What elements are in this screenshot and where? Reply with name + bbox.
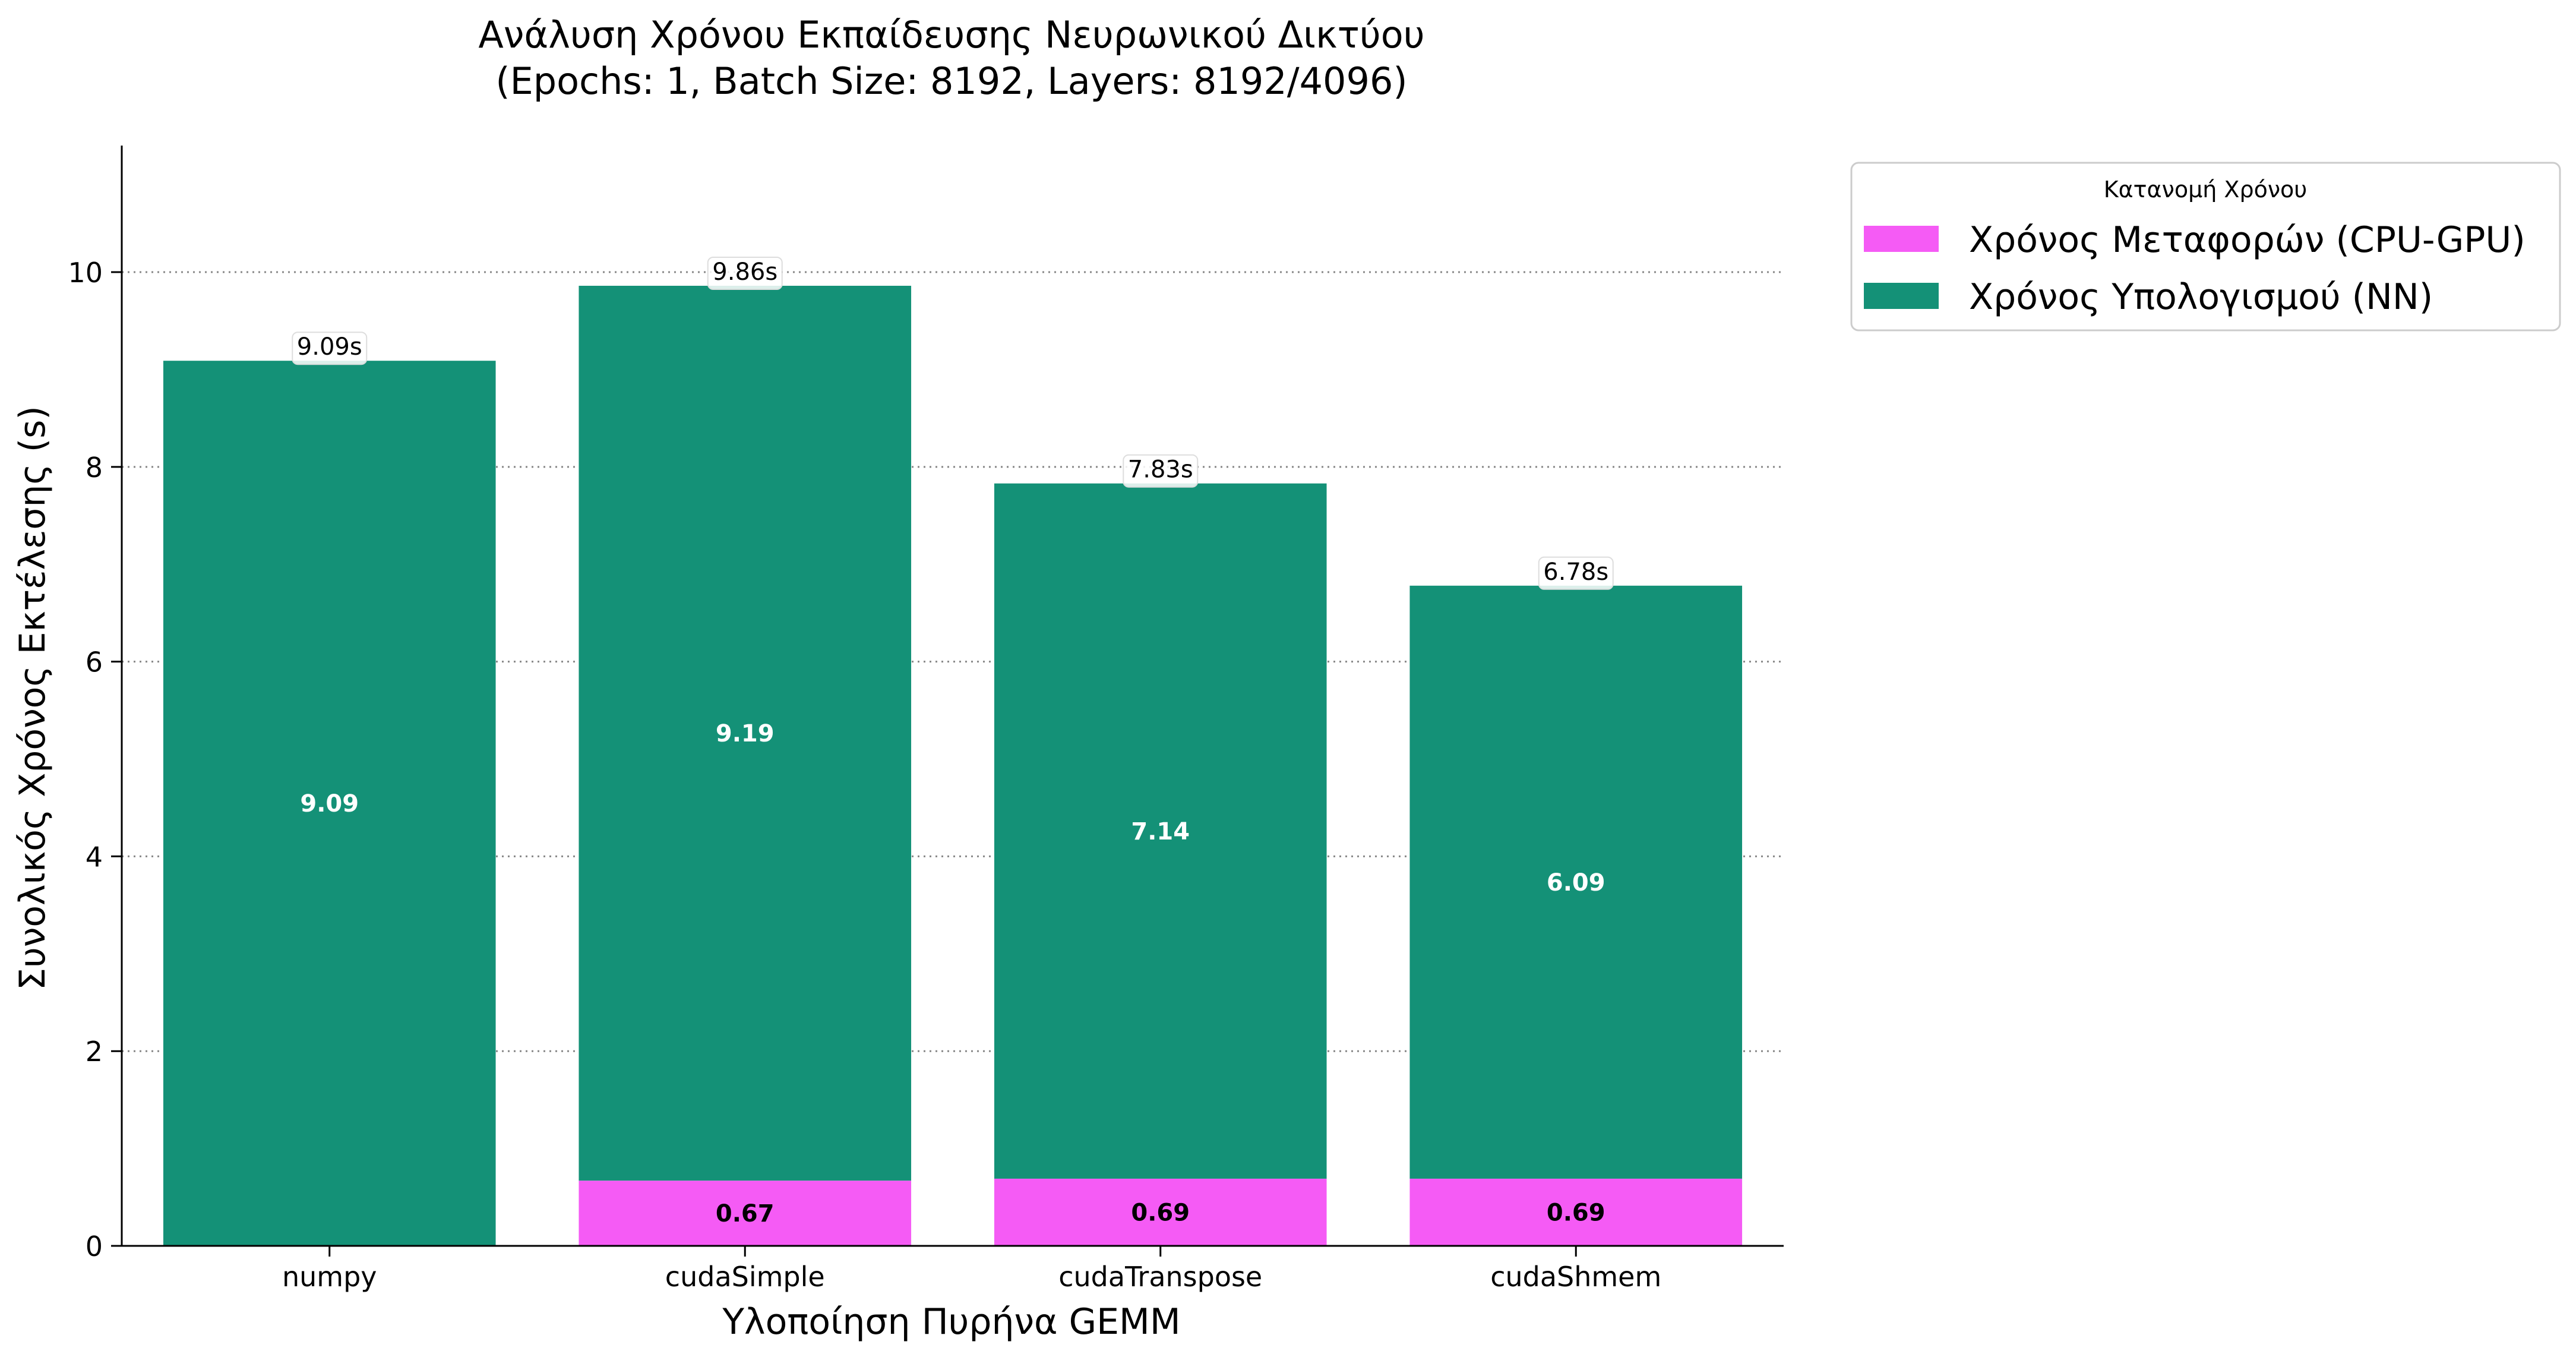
legend-title: Κατανομή Χρόνου	[2104, 176, 2308, 203]
total-value-label: 9.09s	[297, 333, 362, 361]
y-tick-label: 0	[86, 1230, 103, 1263]
bar-compute	[163, 361, 496, 1246]
legend: Κατανομή Χρόνου Χρόνος Μεταφορών (CPU-GP…	[1850, 162, 2561, 332]
legend-frame	[1850, 162, 2561, 332]
bar-compute	[994, 483, 1327, 1179]
y-tick-label: 4	[86, 841, 103, 873]
legend-label-compute: Χρόνος Υπολογισμού (NN)	[1969, 276, 2433, 318]
compute-value-label: 9.19	[716, 720, 775, 747]
chart-title-line1: Ανάλυση Χρόνου Εκπαίδευσης Νευρωνικού Δι…	[478, 13, 1424, 56]
transfer-value-label: 0.69	[1547, 1199, 1605, 1226]
bar-compute	[1409, 585, 1743, 1179]
x-tick-label: cudaShmem	[1490, 1261, 1661, 1293]
compute-value-label: 7.14	[1131, 818, 1190, 845]
transfer-value-label: 0.69	[1131, 1199, 1190, 1226]
axes: 0 2 4 6 8 10 numpy cudaSimple cudaTranspose cudaS…	[68, 146, 1784, 1293]
chart-title-line2: (Epochs: 1, Batch Size: 8192, Layers: 81…	[495, 59, 1407, 103]
compute-value-label: 9.09	[300, 790, 359, 818]
bar-transfer	[994, 1178, 1327, 1246]
x-tick-label: numpy	[282, 1261, 377, 1293]
compute-value-label: 6.09	[1547, 869, 1605, 897]
bar-labels: 9.09 9.09s 0.67 9.19 9.86s 0.69 7.14 7.83s 0.69 6…	[292, 257, 1614, 1227]
total-label-box	[292, 332, 368, 365]
x-axis-label: Υλοποίηση Πυρήνα GEMM	[722, 1301, 1180, 1343]
total-label-box	[707, 257, 783, 291]
total-value-label: 6.78s	[1543, 558, 1608, 586]
x-tick-label: cudaSimple	[665, 1261, 825, 1293]
bar-transfer	[1409, 1178, 1743, 1246]
total-value-label: 9.86s	[712, 258, 777, 286]
legend-label-transfer: Χρόνος Μεταφορών (CPU-GPU)	[1969, 219, 2526, 261]
bar-compute	[579, 286, 912, 1181]
bars	[163, 286, 1743, 1246]
total-label-box	[1123, 454, 1199, 488]
x-tick-label: cudaTranspose	[1058, 1261, 1262, 1293]
y-tick-label: 10	[68, 257, 103, 289]
transfer-value-label: 0.67	[716, 1200, 775, 1227]
total-label-box	[1538, 556, 1614, 590]
y-tick-label: 6	[86, 646, 103, 678]
total-value-label: 7.83s	[1128, 456, 1193, 484]
legend-swatch-compute	[1864, 283, 1939, 309]
bar-transfer	[579, 1181, 912, 1246]
legend-swatch-transfer	[1864, 226, 1939, 252]
y-tick-label: 2	[86, 1036, 103, 1068]
y-axis-label: Συνολικός Χρόνος Εκτέλεσης (s)	[12, 406, 53, 990]
y-tick-label: 8	[86, 452, 103, 484]
